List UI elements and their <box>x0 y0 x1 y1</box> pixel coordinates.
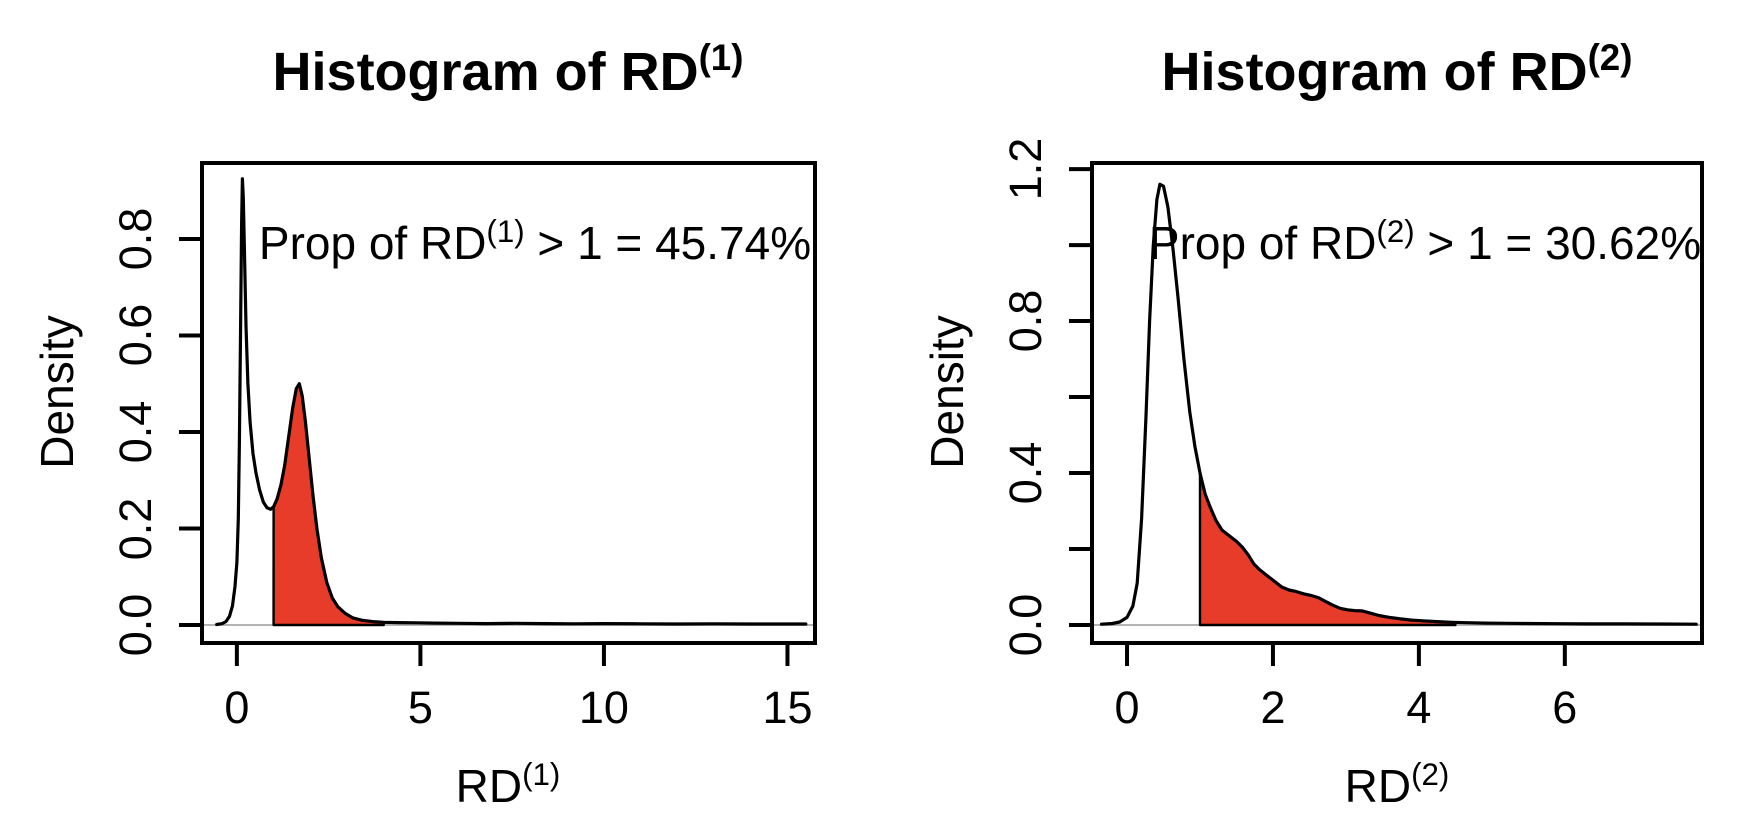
plot1-x-tick-label: 5 <box>407 682 433 733</box>
plot2-x-tick-label: 0 <box>1114 682 1140 733</box>
plot1-annotation-superscript: (1) <box>486 213 525 249</box>
plot2-y-tick-label: 1.2 <box>1000 137 1051 201</box>
plot1-x-axis-title: RD(1) <box>455 756 561 812</box>
plot1-y-tick-label: 0.0 <box>110 593 161 657</box>
plot1-x-tick-label: 0 <box>224 682 250 733</box>
plot1-box <box>200 161 817 645</box>
plot1-title-superscript: (1) <box>698 36 744 78</box>
plot1-title: Histogram of RD(1) <box>272 36 744 102</box>
plot2-title: Histogram of RD(2) <box>1161 36 1633 102</box>
plot2-x-axis-title-superscript: (2) <box>1411 756 1450 792</box>
plot2-box <box>1090 161 1704 645</box>
plot2-x-tick-label: 2 <box>1260 682 1286 733</box>
plot1-x-tick-label: 15 <box>762 682 813 733</box>
plot1-x-tick-label: 10 <box>578 682 629 733</box>
plot1-x-axis-title-superscript: (1) <box>522 756 561 792</box>
plot2-y-tick-label: 0.0 <box>1000 593 1051 657</box>
plot1-y-axis-title: Density <box>31 315 83 469</box>
plot1-proportion-annotation: Prop of RD(1) > 1 = 45.74% <box>258 213 812 269</box>
plot2-proportion-annotation: Prop of RD(2) > 1 = 30.62% <box>1148 213 1702 269</box>
plot2-y-tick-label: 0.4 <box>1000 441 1051 505</box>
plot2-density-curve <box>1099 182 1698 626</box>
plot1-y-tick-label: 0.6 <box>110 304 161 367</box>
plot2-x-tick-label: 6 <box>1552 682 1578 733</box>
plot2-y-axis-title: Density <box>921 315 973 469</box>
plot1-y-tick-label: 0.8 <box>110 207 161 271</box>
plot2-annotation-superscript: (2) <box>1376 213 1415 249</box>
plot2-y-tick-label: 0.8 <box>1000 289 1051 353</box>
plot2-title-superscript: (2) <box>1587 36 1633 78</box>
plot2-x-axis-title: RD(2) <box>1344 756 1450 812</box>
plot1-y-tick-label: 0.2 <box>110 497 161 560</box>
plot2-x-tick-label: 4 <box>1406 682 1432 733</box>
plot1-y-tick-label: 0.4 <box>110 400 161 464</box>
plot1-density-curve <box>215 177 808 627</box>
